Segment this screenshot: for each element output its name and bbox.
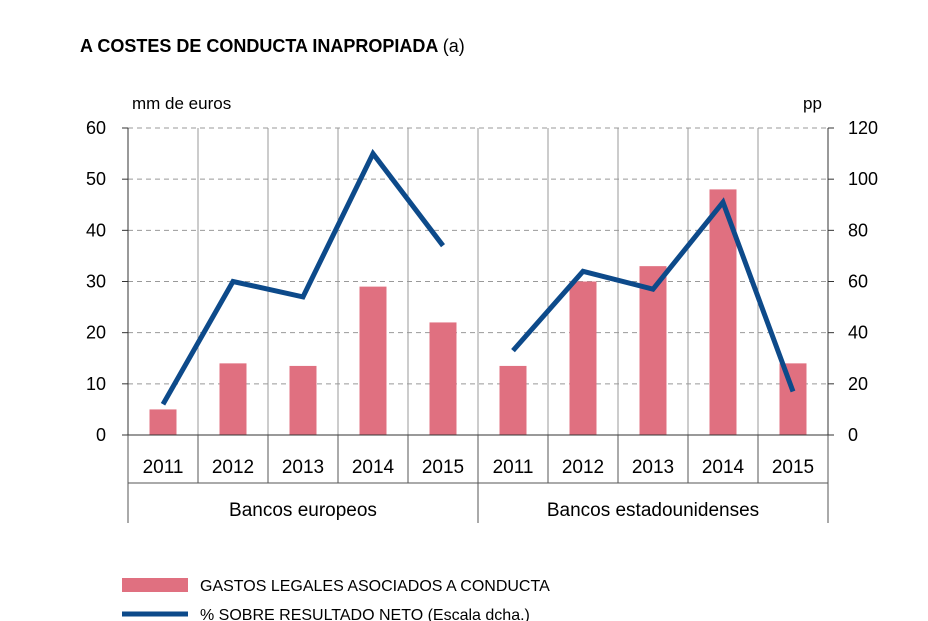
bar — [429, 322, 457, 435]
tick-labels: 0 10 20 30 40 50 60 0 20 40 60 80 100 120 — [86, 118, 878, 445]
category-label: 2014 — [352, 457, 395, 478]
left-tick-label: 20 — [86, 323, 106, 343]
legend: GASTOS LEGALES ASOCIADOS A CONDUCTA % SO… — [122, 578, 550, 621]
left-tick-label: 30 — [86, 272, 106, 292]
right-tick-label: 120 — [848, 118, 878, 138]
group-label: Bancos estadounidenses — [547, 500, 759, 521]
chart-title: A COSTES DE CONDUCTA INAPROPIADA (a) — [80, 36, 465, 56]
series-line — [511, 197, 796, 393]
category-label: 2015 — [772, 457, 814, 478]
category-label: 2013 — [632, 457, 674, 478]
category-labels: 2011 2012 2013 2014 2015 2011 2012 2013 2014 2015… — [127, 435, 829, 523]
right-tick-label: 60 — [848, 272, 868, 292]
grid — [128, 127, 828, 435]
right-tick-label: 100 — [848, 169, 878, 189]
bar — [219, 363, 247, 435]
left-tick-label: 60 — [86, 118, 106, 138]
legend-bar-label: GASTOS LEGALES ASOCIADOS A CONDUCTA — [200, 578, 550, 595]
category-label: 2015 — [422, 457, 464, 478]
right-axis-unit: pp — [803, 94, 822, 113]
bar — [149, 409, 177, 435]
bar — [639, 266, 667, 435]
legend-bar-swatch — [122, 578, 188, 592]
right-tick-label: 80 — [848, 220, 868, 240]
right-tick-label: 0 — [848, 425, 858, 445]
lines — [160, 148, 796, 406]
legend-line-label: % SOBRE RESULTADO NETO (Escala dcha.) — [200, 607, 530, 621]
left-tick-label: 0 — [96, 425, 106, 445]
group-label: Bancos europeos — [229, 500, 377, 521]
category-label: 2012 — [212, 457, 254, 478]
bar — [289, 365, 317, 435]
right-tick-label: 40 — [848, 323, 868, 343]
bar — [499, 365, 527, 435]
category-label: 2011 — [143, 457, 184, 478]
category-label: 2011 — [493, 457, 534, 478]
bar — [779, 363, 807, 435]
left-tick-label: 50 — [86, 169, 106, 189]
series-line — [160, 148, 445, 406]
category-label: 2012 — [562, 457, 604, 478]
category-label: 2014 — [702, 457, 745, 478]
bar — [359, 286, 387, 435]
bars — [149, 189, 807, 435]
bar — [569, 281, 597, 435]
left-axis-unit: mm de euros — [132, 94, 231, 113]
right-tick-label: 20 — [848, 374, 868, 394]
left-tick-label: 40 — [86, 220, 106, 240]
category-label: 2013 — [282, 457, 324, 478]
left-tick-label: 10 — [86, 374, 106, 394]
